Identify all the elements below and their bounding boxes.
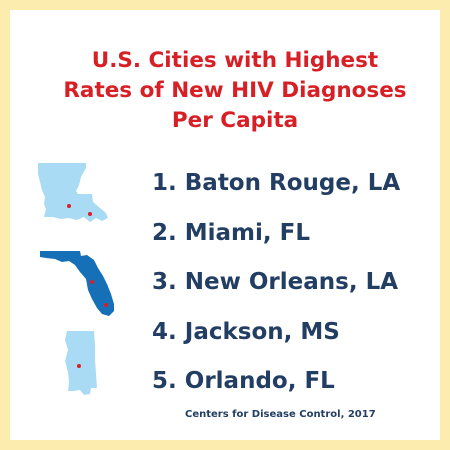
louisiana-map-icon: [34, 160, 120, 230]
list-item: 3. New Orleans, LA: [152, 259, 400, 309]
city-rank: 4.: [152, 318, 177, 345]
city-rank: 2.: [152, 219, 177, 246]
cities-list: 1. Baton Rouge, LA 2. Miami, FL 3. New O…: [152, 160, 400, 408]
city-name: Jackson, MS: [184, 318, 340, 345]
source-citation: Centers for Disease Control, 2017: [185, 409, 376, 420]
city-name: New Orleans, LA: [184, 269, 399, 295]
city-name: Baton Rouge, LA: [184, 170, 401, 196]
city-rank: 5.: [152, 368, 177, 394]
city-name: Orlando, FL: [184, 368, 335, 394]
poster-title: U.S. Cities with Highest Rates of New HI…: [20, 46, 450, 136]
title-line-3: Per Capita: [171, 108, 299, 133]
florida-map-icon: [36, 248, 122, 320]
city-name: Miami, FL: [184, 219, 311, 246]
city-rank: 3.: [152, 269, 177, 295]
list-item: 2. Miami, FL: [152, 210, 400, 260]
list-item: 5. Orlando, FL: [152, 358, 400, 408]
list-item: 1. Baton Rouge, LA: [152, 160, 400, 210]
title-line-2: Rates of New HIV Diagnoses: [63, 78, 407, 103]
list-item: 4. Jackson, MS: [152, 309, 400, 359]
city-rank: 1.: [152, 170, 177, 196]
mississippi-map-icon: [61, 328, 103, 400]
title-line-1: U.S. Cities with Highest: [91, 48, 379, 73]
